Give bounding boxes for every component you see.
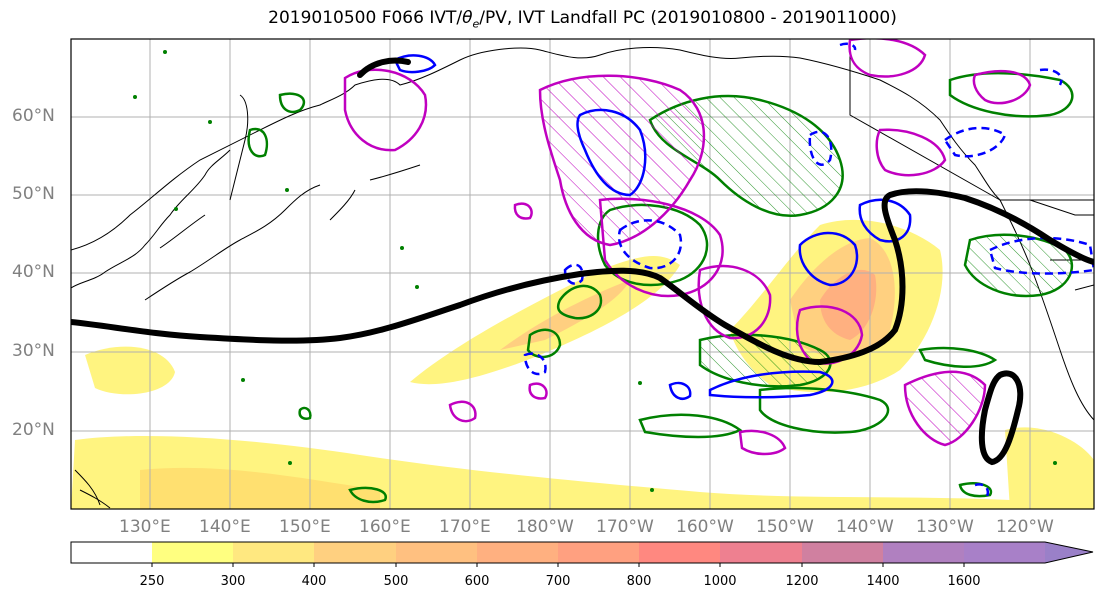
lon-label: 140°E (199, 517, 251, 537)
lon-label: 180°W (516, 517, 574, 537)
map-frame (70, 38, 1095, 510)
lat-label: 60°N (12, 106, 55, 126)
colorbar-tick: 1400 (866, 574, 900, 589)
lat-label: 30°N (12, 341, 55, 361)
green-hatch (700, 334, 831, 387)
lon-label: 140°W (836, 517, 894, 537)
colorbar-tick: 600 (464, 574, 490, 589)
colorbar-tick: 700 (545, 574, 571, 589)
lon-label: 120°W (996, 517, 1054, 537)
colorbar-tick: 1200 (785, 574, 819, 589)
lon-label: 150°E (279, 517, 331, 537)
lon-label: 170°W (596, 517, 654, 537)
colorbar-tick: 400 (301, 574, 327, 589)
black-contours (71, 57, 1094, 466)
lon-label: 130°E (119, 517, 171, 537)
colorbar-tick: 500 (383, 574, 409, 589)
magenta-hatch (540, 75, 704, 245)
colorbar (70, 541, 1094, 567)
small-features (133, 50, 1057, 492)
lon-label: 160°W (676, 517, 734, 537)
lat-label: 40°N (12, 262, 55, 282)
lat-label: 20°N (12, 420, 55, 440)
lon-label: 160°E (359, 517, 411, 537)
colorbar-tick: 1000 (703, 574, 737, 589)
coastlines (71, 39, 1094, 509)
colorbar-tick: 800 (626, 574, 652, 589)
lat-label: 50°N (12, 184, 55, 204)
blue-dashed-contours (523, 42, 1094, 501)
lon-label: 130°W (916, 517, 974, 537)
blue-contours (393, 54, 912, 400)
magenta-hatch (905, 371, 985, 445)
lon-label: 170°E (439, 517, 491, 537)
lon-label: 150°W (756, 517, 814, 537)
colorbar-tick: 250 (139, 574, 165, 589)
colorbar-tick: 1600 (947, 574, 981, 589)
map-title: 2019010500 F066 IVT/θe/PV, IVT Landfall … (268, 8, 897, 31)
colorbar-tick: 300 (220, 574, 246, 589)
